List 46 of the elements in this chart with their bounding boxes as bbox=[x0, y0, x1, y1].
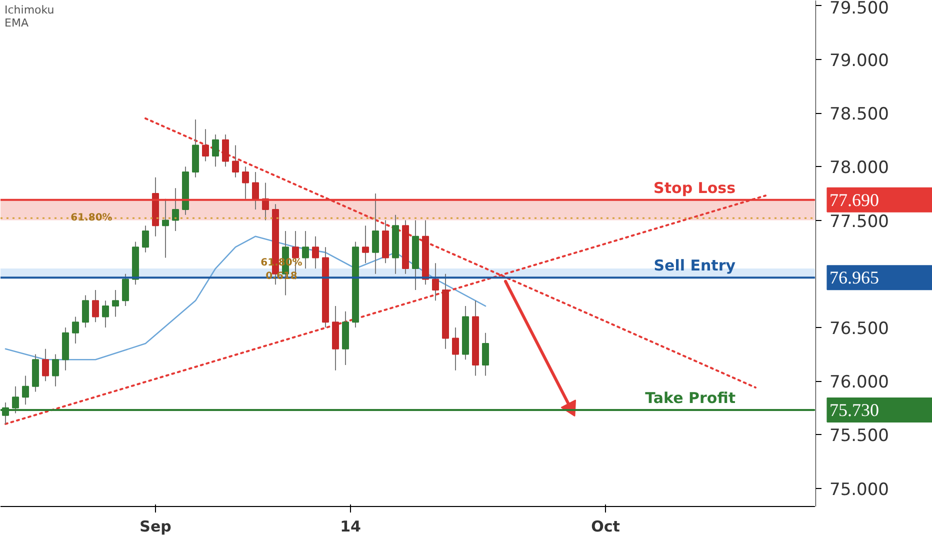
candlestick bbox=[52, 354, 59, 387]
candlestick bbox=[102, 300, 109, 328]
candlestick bbox=[362, 225, 369, 264]
candlestick bbox=[172, 188, 179, 232]
annotation: 61.80% bbox=[70, 212, 112, 224]
ref-line-label: 77.690 bbox=[830, 190, 880, 210]
candlestick bbox=[22, 375, 29, 406]
candlestick bbox=[302, 230, 309, 270]
y-tick-label: 75.000 bbox=[830, 480, 889, 500]
y-tick-label: 78.000 bbox=[830, 158, 889, 178]
candlestick bbox=[122, 273, 129, 307]
annotation: EMA bbox=[4, 16, 29, 30]
ref-line-label: 75.730 bbox=[830, 400, 880, 420]
candlestick bbox=[142, 225, 149, 253]
candlestick bbox=[222, 134, 229, 168]
annotation: Stop Loss bbox=[654, 178, 736, 197]
x-tick-label: 14 bbox=[340, 518, 361, 536]
candlestick bbox=[112, 289, 119, 318]
y-tick-label: 76.000 bbox=[830, 372, 889, 393]
candlestick bbox=[452, 326, 459, 371]
candlestick bbox=[82, 294, 89, 328]
y-tick-label: 75.500 bbox=[830, 426, 889, 446]
annotation: Ichimoku bbox=[4, 4, 54, 16]
candlestick bbox=[372, 192, 379, 274]
candlestick bbox=[242, 166, 249, 200]
annotation: Take Profit bbox=[645, 389, 736, 408]
y-tick-label: 77.500 bbox=[830, 212, 889, 232]
candlestick bbox=[72, 316, 79, 344]
y-tick-label: 78.500 bbox=[830, 104, 889, 125]
candlestick bbox=[202, 128, 209, 162]
candlestick bbox=[92, 289, 99, 323]
candlestick bbox=[162, 198, 169, 258]
candlestick bbox=[212, 134, 219, 168]
candlestick bbox=[42, 348, 49, 382]
y-tick-label: 76.500 bbox=[830, 318, 889, 339]
annotation: Sell Entry bbox=[654, 256, 736, 275]
y-tick-label: 79.500 bbox=[830, 0, 889, 18]
candlestick bbox=[312, 236, 319, 270]
candlestick bbox=[252, 172, 259, 210]
ref-line-label: 76.965 bbox=[830, 268, 880, 288]
x-tick-label: Sep bbox=[140, 518, 172, 536]
candlestick bbox=[232, 144, 239, 178]
candlestick bbox=[432, 262, 439, 302]
candlestick bbox=[482, 332, 489, 376]
x-tick-label: Oct bbox=[591, 518, 620, 536]
y-tick-label: 79.000 bbox=[830, 50, 889, 71]
